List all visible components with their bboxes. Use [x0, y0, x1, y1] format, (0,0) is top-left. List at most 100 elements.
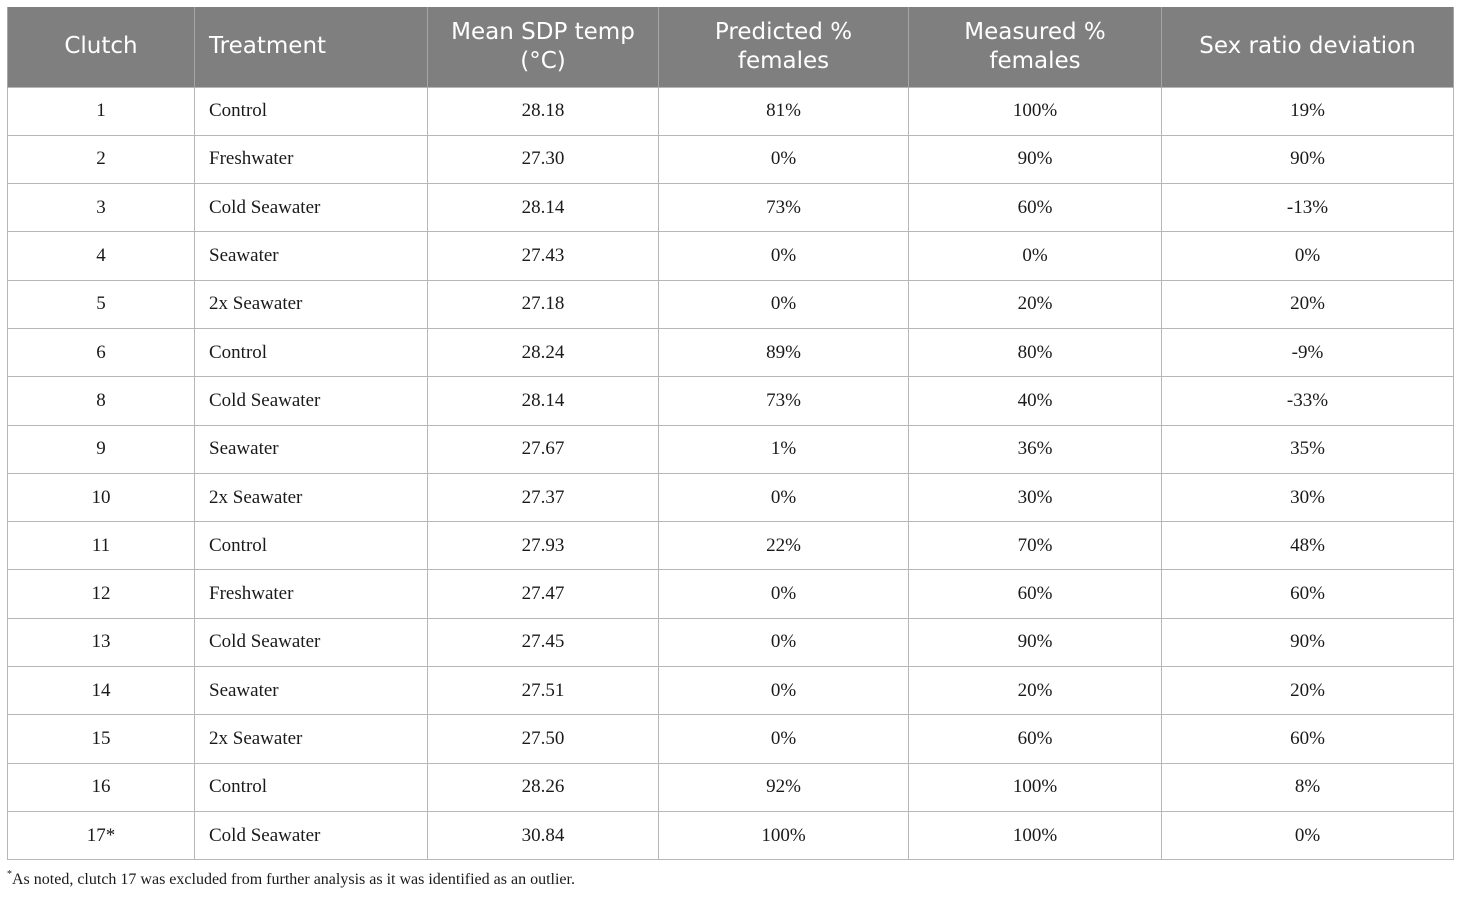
cell-measured-females: 70% — [908, 521, 1162, 571]
cell-clutch: 9 — [7, 424, 195, 474]
cell-clutch: 16 — [7, 762, 195, 812]
cell-clutch: 3 — [7, 183, 195, 233]
header-row: Clutch Treatment Mean SDP temp (°C) Pred… — [7, 7, 1454, 87]
cell-mean-sdp-temp: 28.24 — [427, 327, 659, 378]
table-row: 11 Control 27.93 22% 70% 48% — [7, 521, 1454, 571]
cell-predicted-females: 1% — [658, 424, 909, 474]
cell-measured-females: 20% — [908, 279, 1162, 329]
cell-sex-ratio-deviation: 30% — [1161, 472, 1454, 523]
cell-sex-ratio-deviation: 48% — [1161, 521, 1454, 571]
table-row: 4 Seawater 27.43 0% 0% 0% — [7, 231, 1454, 281]
cell-measured-females: 20% — [908, 666, 1162, 716]
cell-predicted-females: 0% — [658, 617, 909, 668]
cell-predicted-females: 0% — [658, 134, 909, 185]
cell-clutch: 14 — [7, 666, 195, 716]
cell-treatment: Freshwater — [194, 134, 428, 185]
cell-measured-females: 30% — [908, 472, 1162, 523]
table-row: 10 2x Seawater 27.37 0% 30% 30% — [7, 472, 1454, 523]
cell-mean-sdp-temp: 28.26 — [427, 762, 659, 812]
cell-measured-females: 60% — [908, 569, 1162, 619]
cell-clutch: 2 — [7, 134, 195, 185]
table-row: 12 Freshwater 27.47 0% 60% 60% — [7, 569, 1454, 619]
footnote-marker: * — [7, 869, 12, 880]
cell-mean-sdp-temp: 28.14 — [427, 376, 659, 426]
table-body: 1 Control 28.18 81% 100% 19% 2 Freshwater 27.30 0… — [7, 86, 1454, 861]
cell-predicted-females: 0% — [658, 714, 909, 764]
cell-predicted-females: 81% — [658, 86, 909, 136]
cell-treatment: Freshwater — [194, 569, 428, 619]
header-clutch: Clutch — [7, 7, 195, 87]
cell-treatment: Cold Seawater — [194, 810, 428, 861]
table-row: 9 Seawater 27.67 1% 36% 35% — [7, 424, 1454, 474]
header-sex-ratio-deviation: Sex ratio deviation — [1161, 7, 1454, 87]
table-row: 17* Cold Seawater 30.84 100% 100% 0% — [7, 810, 1454, 861]
cell-treatment: Seawater — [194, 231, 428, 281]
cell-measured-females: 90% — [908, 134, 1162, 185]
cell-clutch: 17* — [7, 810, 195, 861]
table-row: 1 Control 28.18 81% 100% 19% — [7, 86, 1454, 136]
table-footnote: *As noted, clutch 17 was excluded from f… — [7, 869, 575, 889]
cell-mean-sdp-temp: 27.30 — [427, 134, 659, 185]
footnote-text: As noted, clutch 17 was excluded from fu… — [12, 871, 575, 888]
cell-predicted-females: 22% — [658, 521, 909, 571]
cell-sex-ratio-deviation: 0% — [1161, 810, 1454, 861]
cell-sex-ratio-deviation: 0% — [1161, 231, 1454, 281]
cell-measured-females: 36% — [908, 424, 1162, 474]
cell-clutch: 13 — [7, 617, 195, 668]
header-treatment: Treatment — [194, 7, 428, 87]
cell-sex-ratio-deviation: 35% — [1161, 424, 1454, 474]
cell-measured-females: 0% — [908, 231, 1162, 281]
cell-mean-sdp-temp: 27.67 — [427, 424, 659, 474]
table-header: Clutch Treatment Mean SDP temp (°C) Pred… — [7, 7, 1454, 87]
cell-treatment: 2x Seawater — [194, 714, 428, 764]
cell-measured-females: 100% — [908, 86, 1162, 136]
cell-mean-sdp-temp: 28.18 — [427, 86, 659, 136]
cell-predicted-females: 0% — [658, 666, 909, 716]
table-row: 16 Control 28.26 92% 100% 8% — [7, 762, 1454, 812]
cell-sex-ratio-deviation: 19% — [1161, 86, 1454, 136]
cell-measured-females: 100% — [908, 762, 1162, 812]
cell-measured-females: 60% — [908, 183, 1162, 233]
cell-predicted-females: 0% — [658, 231, 909, 281]
cell-treatment: Seawater — [194, 424, 428, 474]
table-row: 13 Cold Seawater 27.45 0% 90% 90% — [7, 617, 1454, 668]
cell-clutch: 1 — [7, 86, 195, 136]
table-row: 2 Freshwater 27.30 0% 90% 90% — [7, 134, 1454, 185]
cell-treatment: Cold Seawater — [194, 376, 428, 426]
cell-predicted-females: 0% — [658, 279, 909, 329]
cell-measured-females: 100% — [908, 810, 1162, 861]
table-row: 15 2x Seawater 27.50 0% 60% 60% — [7, 714, 1454, 764]
table-row: 14 Seawater 27.51 0% 20% 20% — [7, 666, 1454, 716]
cell-sex-ratio-deviation: 20% — [1161, 279, 1454, 329]
header-predicted-females: Predicted % females — [658, 7, 909, 87]
table-row: 3 Cold Seawater 28.14 73% 60% -13% — [7, 183, 1454, 233]
cell-treatment: Cold Seawater — [194, 183, 428, 233]
data-table-container: Clutch Treatment Mean SDP temp (°C) Pred… — [7, 7, 1454, 861]
cell-clutch: 6 — [7, 327, 195, 378]
cell-mean-sdp-temp: 27.45 — [427, 617, 659, 668]
cell-predicted-females: 0% — [658, 472, 909, 523]
cell-sex-ratio-deviation: 8% — [1161, 762, 1454, 812]
cell-sex-ratio-deviation: -13% — [1161, 183, 1454, 233]
cell-mean-sdp-temp: 28.14 — [427, 183, 659, 233]
cell-predicted-females: 73% — [658, 183, 909, 233]
cell-treatment: Control — [194, 521, 428, 571]
cell-predicted-females: 0% — [658, 569, 909, 619]
cell-sex-ratio-deviation: -9% — [1161, 327, 1454, 378]
cell-mean-sdp-temp: 27.43 — [427, 231, 659, 281]
cell-mean-sdp-temp: 27.93 — [427, 521, 659, 571]
cell-mean-sdp-temp: 27.18 — [427, 279, 659, 329]
cell-treatment: 2x Seawater — [194, 279, 428, 329]
cell-treatment: Control — [194, 762, 428, 812]
cell-sex-ratio-deviation: 60% — [1161, 569, 1454, 619]
cell-clutch: 11 — [7, 521, 195, 571]
cell-measured-females: 40% — [908, 376, 1162, 426]
cell-predicted-females: 89% — [658, 327, 909, 378]
cell-sex-ratio-deviation: -33% — [1161, 376, 1454, 426]
cell-measured-females: 60% — [908, 714, 1162, 764]
cell-clutch: 15 — [7, 714, 195, 764]
cell-clutch: 10 — [7, 472, 195, 523]
table-row: 8 Cold Seawater 28.14 73% 40% -33% — [7, 376, 1454, 426]
data-table: Clutch Treatment Mean SDP temp (°C) Pred… — [7, 7, 1454, 861]
cell-mean-sdp-temp: 27.37 — [427, 472, 659, 523]
